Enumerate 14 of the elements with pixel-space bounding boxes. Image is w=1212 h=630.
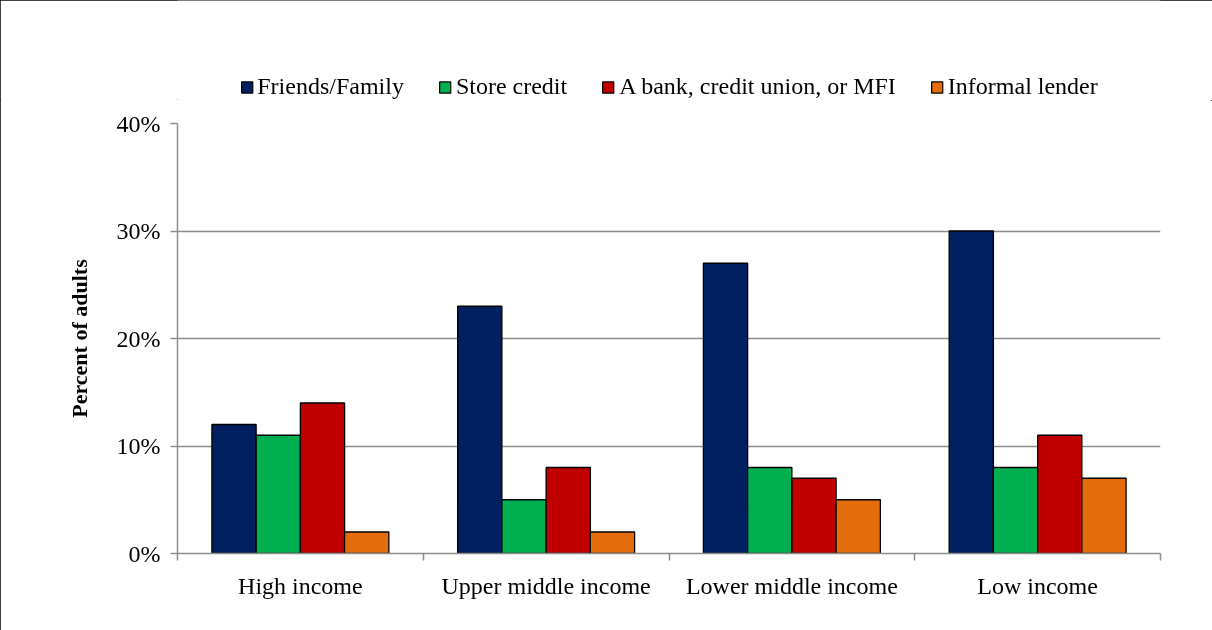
x-tick-label: Low income [977,572,1098,599]
legend-label: Informal lender [947,73,1098,100]
y-tick-label: 10% [116,433,161,459]
x-tick-label: High income [238,572,363,599]
y-tick-label: 40% [116,110,161,137]
x-tick-label: Upper middle income [441,572,651,599]
legend-label: Store credit [455,73,568,100]
y-tick-label: 20% [116,325,161,352]
legend-label: Friends/Family [257,73,404,100]
y-tick-label: 30% [116,218,161,244]
legend-label: A bank, credit union, or MFI [619,73,896,100]
y-axis-title: Percent of adults [66,258,92,418]
x-tick-label: Lower middle income [685,572,898,599]
y-tick-label: 0% [128,540,161,567]
